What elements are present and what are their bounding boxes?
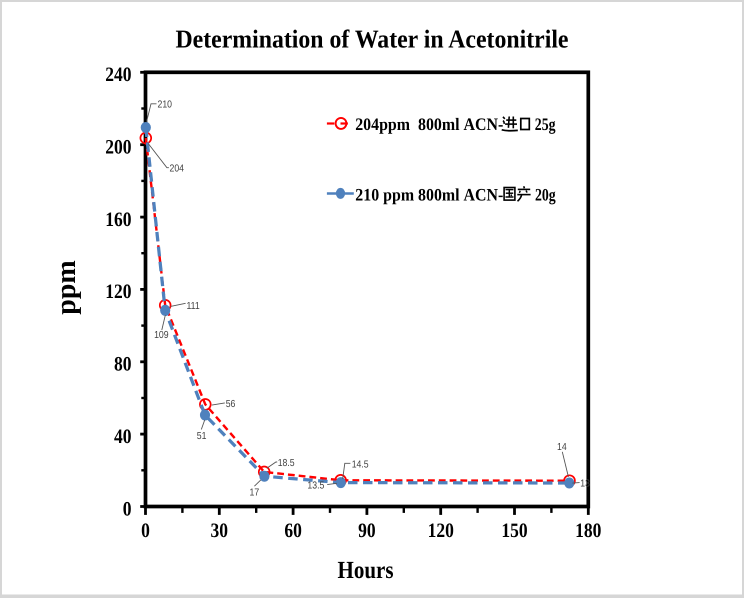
svg-text:13.5: 13.5 [307, 479, 324, 491]
svg-text:120: 120 [428, 518, 455, 541]
svg-text:240: 240 [105, 62, 132, 85]
svg-text:150: 150 [501, 518, 528, 541]
svg-text:90: 90 [358, 518, 376, 541]
svg-text:80: 80 [114, 352, 132, 375]
svg-text:160: 160 [105, 207, 132, 230]
svg-text:14: 14 [557, 441, 567, 453]
svg-text:200: 200 [105, 135, 132, 158]
svg-text:204: 204 [170, 162, 185, 174]
svg-text:56: 56 [226, 398, 236, 410]
svg-text:30: 30 [211, 518, 229, 541]
svg-text:210 ppm 800ml ACN-: 210 ppm 800ml ACN- [355, 186, 503, 205]
svg-text:40: 40 [114, 424, 132, 447]
svg-text:109: 109 [154, 329, 169, 341]
svg-text:20g: 20g [535, 186, 556, 205]
svg-text:204ppm 800ml ACN-: 204ppm 800ml ACN- [355, 116, 503, 135]
svg-text:120: 120 [105, 279, 132, 302]
svg-text:14.5: 14.5 [352, 458, 369, 470]
svg-text:111: 111 [187, 300, 200, 312]
svg-text:17: 17 [250, 486, 260, 498]
svg-text:Determination of Water in Acet: Determination of Water in Acetonitrile [176, 24, 569, 53]
svg-text:0: 0 [123, 497, 132, 520]
svg-text:18.5: 18.5 [278, 457, 295, 469]
svg-text:0: 0 [141, 518, 150, 541]
svg-text:25g: 25g [535, 116, 556, 135]
svg-text:51: 51 [197, 430, 207, 442]
svg-text:13: 13 [580, 477, 590, 489]
svg-text:60: 60 [284, 518, 302, 541]
svg-text:180: 180 [575, 518, 602, 541]
svg-text:Hours: Hours [337, 556, 393, 584]
svg-text:ppm: ppm [51, 260, 82, 314]
svg-text:210: 210 [158, 98, 173, 110]
